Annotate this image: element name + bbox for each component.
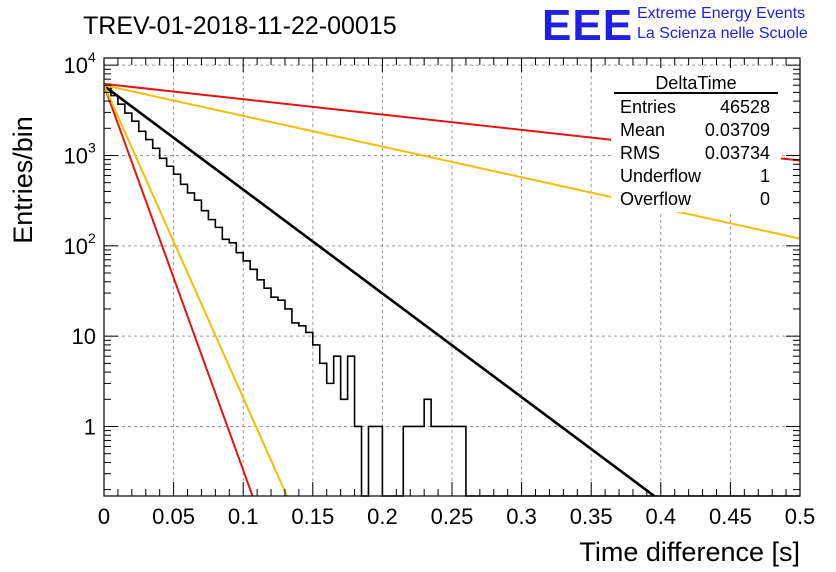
logo-line1: Extreme Energy Events <box>637 5 805 22</box>
axis-ticks <box>103 58 801 496</box>
histogram-bin <box>257 280 264 496</box>
y-tick-exponent: 3 <box>88 139 96 155</box>
histogram-bin <box>327 383 334 496</box>
histogram-bin <box>306 332 313 496</box>
x-tick-label: 0.2 <box>367 504 398 529</box>
y-tick-exponent: 4 <box>88 49 96 65</box>
stats-entries-label: Entries <box>620 97 676 117</box>
histogram-bin <box>222 239 229 496</box>
histogram-bin <box>215 227 222 496</box>
x-tick-label: 0 <box>98 504 110 529</box>
stats-name: DeltaTime <box>655 73 736 93</box>
fit-curves <box>104 82 800 496</box>
y-tick-exponent: 2 <box>88 230 96 246</box>
histogram-bin <box>410 426 417 496</box>
x-tick-labels: 0 0.05 0.1 0.15 0.2 0.25 0.3 0.35 0.4 0.45 0.5 <box>98 504 815 529</box>
histogram-bin <box>368 426 375 496</box>
x-axis-title: Time difference [s] <box>579 537 800 567</box>
histogram-bin <box>125 113 132 496</box>
x-tick-label: 0.25 <box>431 504 474 529</box>
y-axis-title: Entries/bin <box>8 116 38 244</box>
logo-letters: EEE <box>542 1 633 50</box>
y-tick-label: 10 <box>64 53 88 78</box>
histogram-bin <box>459 426 466 496</box>
red-curve <box>104 84 254 496</box>
histogram-bin <box>452 426 459 496</box>
histogram-bin <box>424 399 431 496</box>
histogram-bin <box>403 426 410 496</box>
y-tick-label: 10 <box>64 234 88 259</box>
histogram-bin <box>243 261 250 496</box>
histogram-bin <box>104 86 111 496</box>
run-title: TREV-01-2018-11-22-00015 <box>83 12 397 40</box>
histogram-bin <box>181 184 188 496</box>
histogram-bin <box>320 363 327 496</box>
histogram-bin <box>341 399 348 496</box>
histogram-bin <box>417 426 424 496</box>
stats-rms-label: RMS <box>620 143 660 163</box>
histogram-bin <box>250 269 257 496</box>
stats-mean-value: 0.03709 <box>705 120 770 140</box>
x-tick-label: 0.45 <box>709 504 752 529</box>
stats-mean-label: Mean <box>620 120 665 140</box>
histogram-bin <box>299 326 306 496</box>
stats-overflow-label: Overflow <box>620 189 692 209</box>
histogram-bin <box>313 345 320 496</box>
histogram-bin <box>167 166 174 496</box>
histogram-bin <box>194 200 201 496</box>
stats-underflow-label: Underflow <box>620 166 702 186</box>
logo-line2: La Scienza nelle Scuole <box>637 25 808 42</box>
histogram-bin <box>118 104 125 496</box>
orange-curve <box>104 84 289 496</box>
histogram-bin <box>208 220 215 496</box>
x-tick-label: 0.3 <box>506 504 537 529</box>
histogram-bin <box>375 426 382 496</box>
histogram-bin <box>160 158 167 496</box>
histogram-bin <box>188 193 195 496</box>
stats-rms-value: 0.03734 <box>705 143 770 163</box>
histogram-bin <box>264 288 271 496</box>
black-curve <box>104 84 657 496</box>
histogram-bin <box>438 426 445 496</box>
x-tick-label: 0.05 <box>152 504 195 529</box>
eee-logo: EEE Extreme Energy Events La Scienza nel… <box>542 1 808 50</box>
stats-overflow-value: 0 <box>760 189 770 209</box>
histogram-bin <box>201 211 208 496</box>
histogram-bin <box>431 426 438 496</box>
x-tick-label: 0.1 <box>228 504 259 529</box>
orange-curve <box>104 84 800 240</box>
histogram-bin <box>292 323 299 496</box>
histogram-bin <box>445 426 452 496</box>
histogram-bin <box>285 309 292 496</box>
stats-box-content: DeltaTime Entries 46528 Mean 0.03709 RMS… <box>614 73 778 209</box>
x-tick-label: 0.15 <box>291 504 334 529</box>
x-tick-label: 0.35 <box>570 504 613 529</box>
y-tick-label: 1 <box>84 414 96 439</box>
histogram-bin <box>355 426 362 496</box>
histogram-bin <box>278 300 285 496</box>
histogram-bin <box>174 174 181 496</box>
y-tick-label: 10 <box>72 324 96 349</box>
stats-entries-value: 46528 <box>720 97 770 117</box>
x-tick-label: 0.4 <box>646 504 677 529</box>
y-tick-label: 10 <box>64 143 88 168</box>
stats-underflow-value: 1 <box>760 166 770 186</box>
stats-box: DeltaTime Entries 46528 Mean 0.03709 RMS… <box>611 68 781 212</box>
x-tick-label: 0.5 <box>785 504 816 529</box>
